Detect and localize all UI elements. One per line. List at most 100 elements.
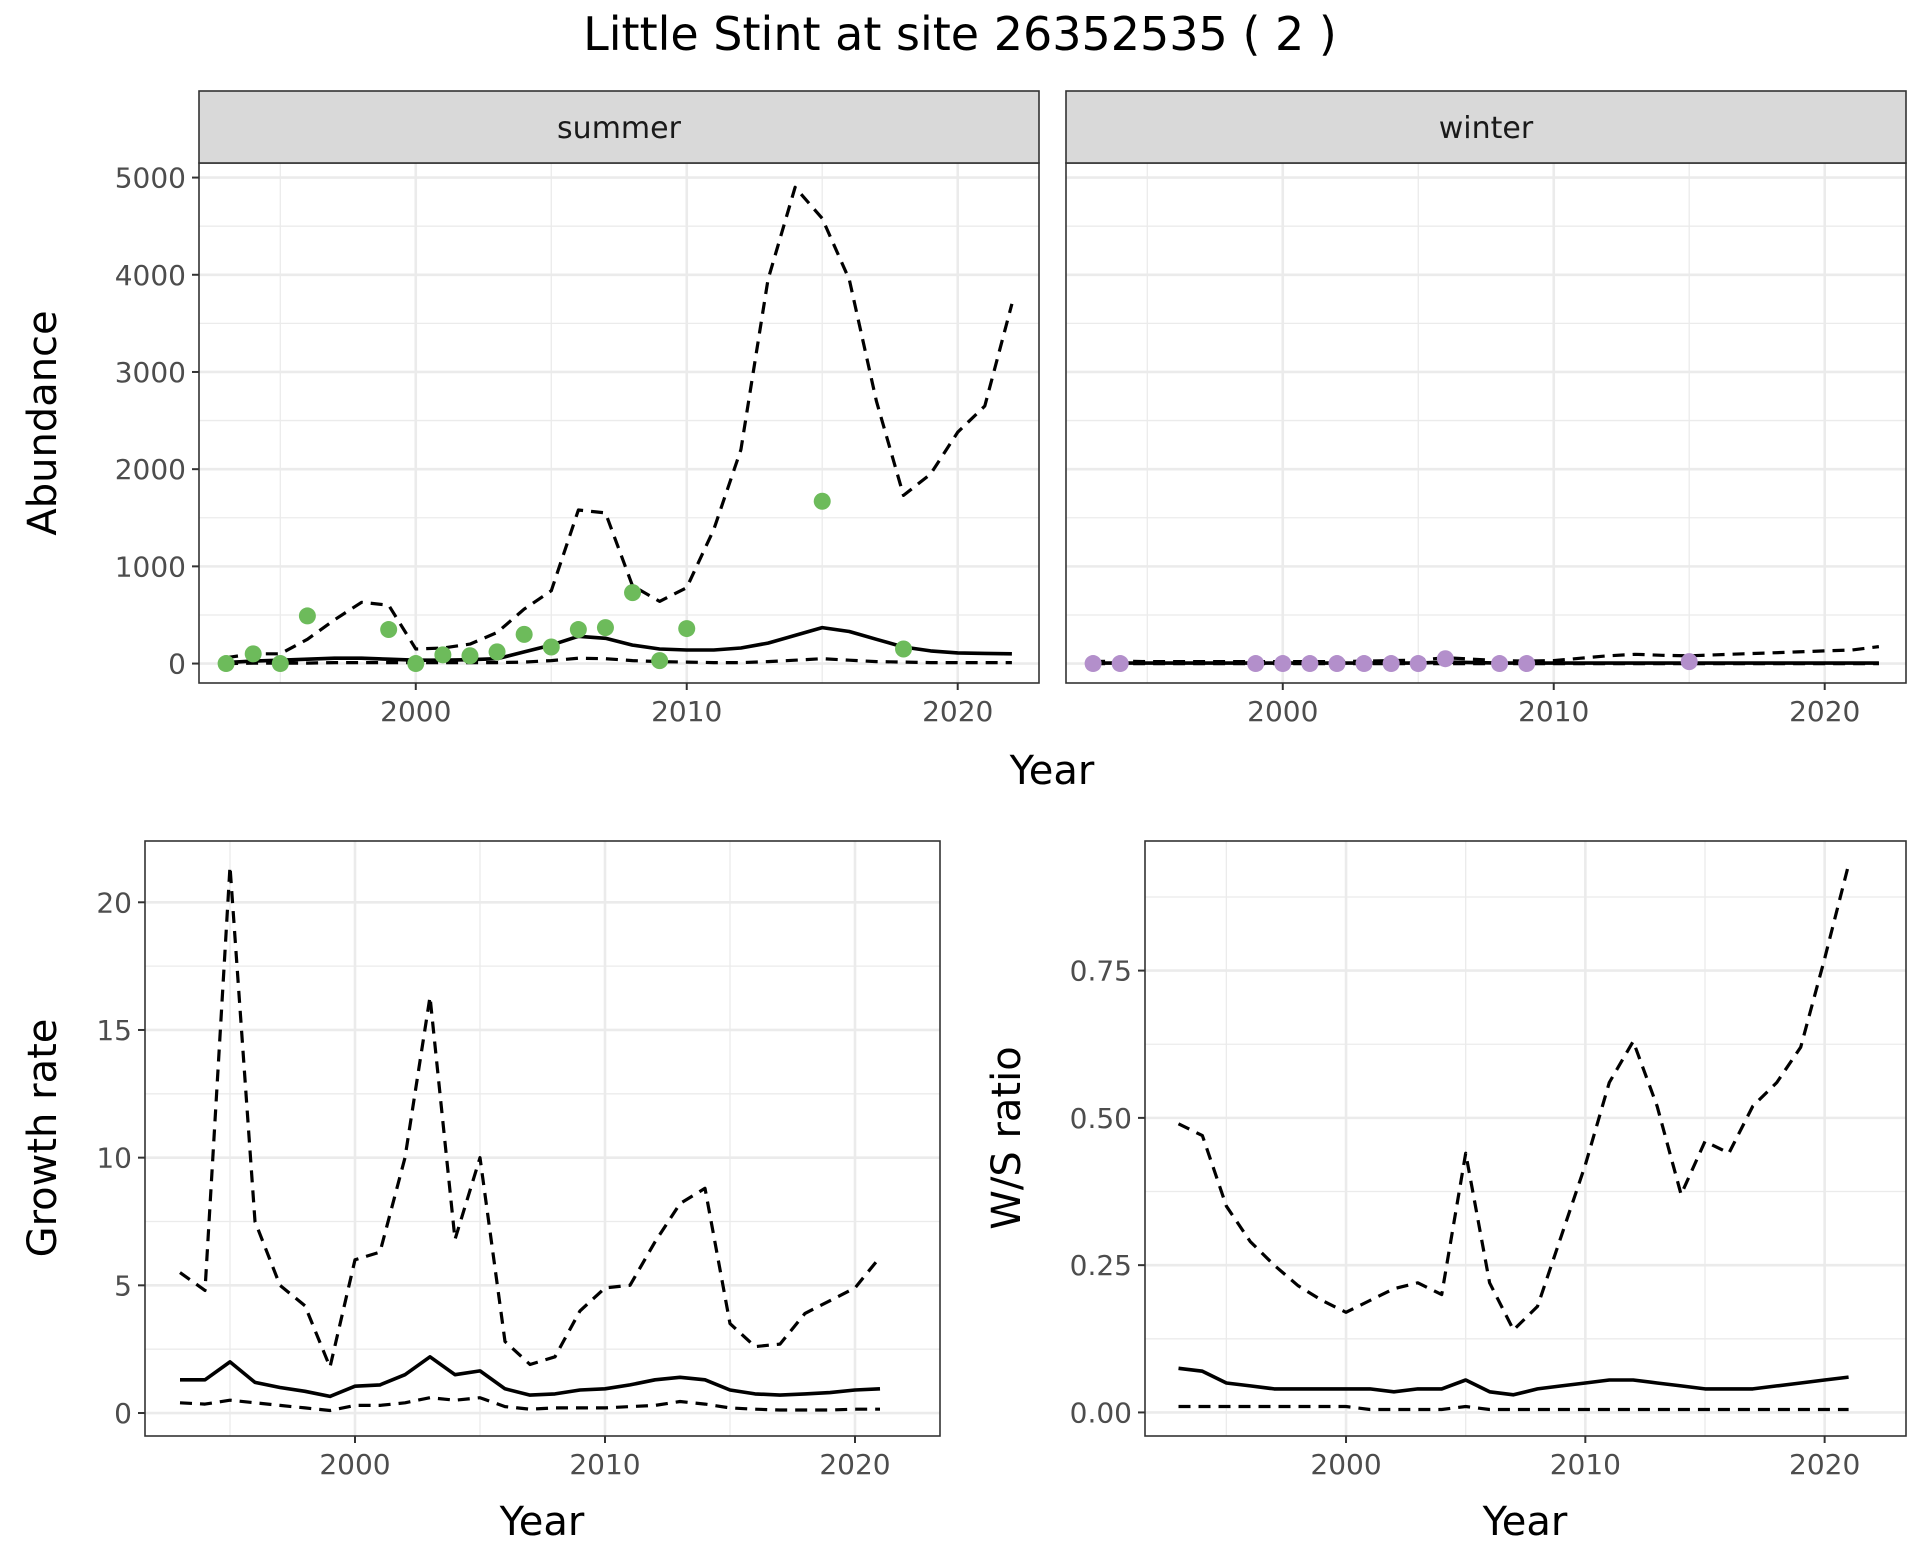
top-x-axis-title: Year xyxy=(1009,748,1095,794)
summer-strip xyxy=(198,90,1040,164)
growth-upper-ci-line xyxy=(179,864,882,1369)
summer-count-point xyxy=(488,643,506,661)
summer-count-point xyxy=(651,652,669,670)
summer-series xyxy=(217,185,1014,673)
summer-count-point xyxy=(569,621,587,639)
growth-y-axis-title: Growth rate xyxy=(20,1019,66,1258)
growth-y-tick-label: 5 xyxy=(114,1269,132,1302)
ratio-x-tick-label: 2000 xyxy=(1310,1448,1381,1481)
growth-y-tick-label: 0 xyxy=(114,1397,132,1430)
growth-panel: 2000 2010 2020 0 5 10 15 20 Year Growth rate xyxy=(20,840,941,1545)
growth-series xyxy=(179,864,882,1413)
summer-count-point xyxy=(461,647,479,665)
winter-count-point xyxy=(1084,655,1102,673)
summer-count-point xyxy=(624,584,642,602)
summer-count-point xyxy=(244,645,262,663)
winter-count-point xyxy=(1274,655,1292,673)
growth-y-tick-label: 10 xyxy=(96,1142,132,1175)
winter-x-tick-label: 2010 xyxy=(1518,695,1589,728)
ratio-y-tick-label: 0.50 xyxy=(1070,1102,1132,1135)
winter-count-point xyxy=(1491,655,1509,673)
ratio-y-axis-title: W/S ratio xyxy=(984,1046,1030,1229)
growth-x-tick-label: 2000 xyxy=(319,1448,390,1481)
growth-x-tick-label: 2020 xyxy=(819,1448,890,1481)
growth-x-tick-label: 2010 xyxy=(569,1448,640,1481)
summer-count-point xyxy=(298,607,316,625)
winter-x-tick-label: 2000 xyxy=(1247,695,1318,728)
summer-panel: summer 2000 2010 2020 0 1000 2000 3000 4000 5000 xyxy=(115,90,1040,728)
summer-upper-ci-line xyxy=(225,185,1014,660)
growth-panel-border xyxy=(144,840,941,1437)
winter-count-point xyxy=(1111,655,1129,673)
summer-y-tick-label: 4000 xyxy=(115,259,186,292)
growth-y-tick-label: 20 xyxy=(96,886,132,919)
ratio-series xyxy=(1177,864,1851,1412)
ratio-y-tick-label: 0.75 xyxy=(1070,955,1132,988)
summer-x-tick-label: 2020 xyxy=(922,695,993,728)
ratio-x-tick-label: 2020 xyxy=(1789,1448,1860,1481)
winter-count-point xyxy=(1301,655,1319,673)
winter-count-point xyxy=(1409,655,1427,673)
summer-y-tick-label: 0 xyxy=(168,648,186,681)
ratio-estimate-line xyxy=(1178,1366,1849,1397)
summer-count-point xyxy=(217,655,235,673)
summer-count-point xyxy=(596,619,614,637)
winter-panel: winter 2000 2010 2020 xyxy=(1065,90,1907,728)
chart-title: Little Stint at site 26352535 ( 2 ) xyxy=(583,7,1337,61)
winter-count-point xyxy=(1328,655,1346,673)
ratio-grid xyxy=(1145,841,1906,1436)
ratio-y-tick-label: 0.25 xyxy=(1070,1249,1132,1282)
summer-panel-border xyxy=(198,162,1040,684)
winter-strip xyxy=(1065,90,1907,164)
winter-count-point xyxy=(1382,655,1400,673)
growth-ticks: 2000 2010 2020 0 5 10 15 20 xyxy=(96,886,890,1481)
summer-lower-ci-line xyxy=(226,656,1012,666)
summer-ticks: 2000 2010 2020 0 1000 2000 3000 4000 5000 xyxy=(115,162,994,728)
winter-count-point xyxy=(1436,650,1454,668)
growth-lower-ci-line xyxy=(179,1396,880,1413)
ratio-panel-border xyxy=(1144,840,1907,1437)
summer-count-point xyxy=(515,625,533,643)
growth-grid xyxy=(145,841,940,1436)
ratio-x-tick-label: 2010 xyxy=(1550,1448,1621,1481)
winter-count-point xyxy=(1518,655,1536,673)
winter-count-point xyxy=(1247,655,1265,673)
winter-count-point xyxy=(1355,655,1373,673)
summer-count-point xyxy=(434,646,452,664)
summer-grid xyxy=(199,163,1039,683)
growth-estimate-line xyxy=(180,1355,881,1399)
growth-y-tick-label: 15 xyxy=(96,1014,132,1047)
winter-ticks: 2000 2010 2020 xyxy=(1247,683,1860,728)
ratio-panel: 2000 2010 2020 0.00 0.25 0.50 0.75 Year W/S ra… xyxy=(984,840,1907,1545)
summer-estimate-line xyxy=(226,625,1012,665)
winter-series xyxy=(1084,645,1880,673)
growth-x-axis-title: Year xyxy=(499,1499,585,1545)
winter-count-point xyxy=(1680,653,1698,671)
ratio-x-axis-title: Year xyxy=(1482,1499,1568,1545)
ratio-ticks: 2000 2010 2020 0.00 0.25 0.50 0.75 xyxy=(1070,955,1861,1481)
summer-y-tick-label: 2000 xyxy=(115,453,186,486)
summer-strip-label: summer xyxy=(557,111,682,146)
summer-count-point xyxy=(407,655,425,673)
summer-y-tick-label: 5000 xyxy=(115,162,186,195)
summer-count-point xyxy=(895,640,913,658)
winter-x-tick-label: 2020 xyxy=(1789,695,1860,728)
winter-strip-label: winter xyxy=(1439,111,1534,146)
summer-count-point xyxy=(542,638,560,656)
winter-panel-border xyxy=(1065,162,1907,684)
summer-x-tick-label: 2010 xyxy=(651,695,722,728)
top-y-axis-title: Abundance xyxy=(20,310,66,535)
ratio-lower-ci-line xyxy=(1178,1404,1849,1412)
summer-count-point xyxy=(813,492,831,510)
ratio-upper-ci-line xyxy=(1177,864,1851,1332)
ratio-y-tick-label: 0.00 xyxy=(1070,1396,1132,1429)
summer-y-tick-label: 3000 xyxy=(115,356,186,389)
winter-upper-ci-line xyxy=(1093,645,1880,664)
summer-count-point xyxy=(678,620,696,638)
summer-x-tick-label: 2000 xyxy=(380,695,451,728)
summer-count-point xyxy=(271,655,289,673)
summer-y-tick-label: 1000 xyxy=(115,550,186,583)
summer-count-point xyxy=(380,621,398,639)
winter-grid xyxy=(1066,163,1906,683)
